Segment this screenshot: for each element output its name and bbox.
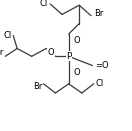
Text: Cl: Cl (95, 79, 103, 88)
Text: Cl: Cl (4, 31, 12, 40)
Text: =O: =O (95, 61, 109, 70)
Text: Cl: Cl (39, 0, 48, 8)
Text: Br: Br (0, 48, 4, 57)
Text: O: O (74, 68, 81, 77)
Text: Br: Br (33, 82, 42, 91)
Text: Br: Br (94, 9, 103, 18)
Text: O: O (48, 48, 54, 57)
Text: P: P (66, 52, 71, 61)
Text: O: O (74, 36, 81, 45)
